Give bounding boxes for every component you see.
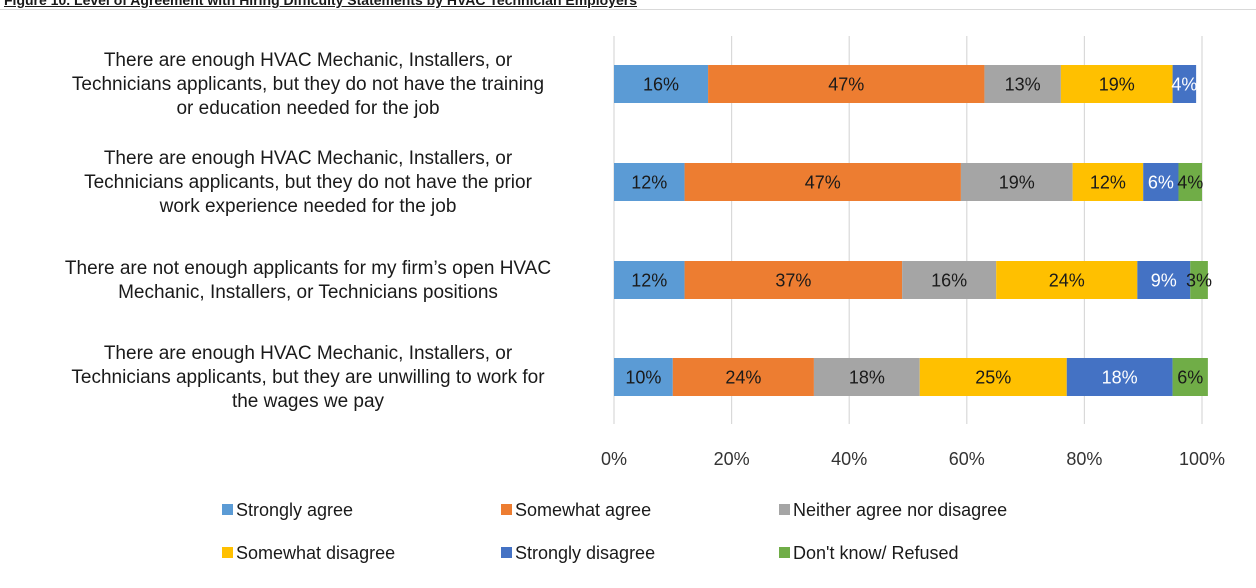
legend-label: Somewhat agree bbox=[515, 500, 651, 520]
x-tick-label: 40% bbox=[831, 449, 867, 469]
data-label: 37% bbox=[775, 271, 811, 291]
bar-segment bbox=[614, 358, 673, 396]
x-tick-label: 100% bbox=[1179, 449, 1225, 469]
legend-item: Neither agree nor disagree bbox=[779, 500, 1007, 520]
bar-segment bbox=[1190, 261, 1208, 299]
bar-segment bbox=[1137, 261, 1191, 299]
legend-label: Strongly disagree bbox=[515, 543, 655, 563]
legend-swatch bbox=[222, 504, 233, 515]
x-axis-tick-labels: 0% 20% 40% 60% 80% 100% bbox=[601, 449, 1225, 469]
data-label: 47% bbox=[805, 173, 841, 193]
legend-swatch bbox=[222, 547, 233, 558]
data-label: 6% bbox=[1177, 368, 1203, 388]
data-label: 18% bbox=[849, 368, 885, 388]
data-label: 4% bbox=[1171, 75, 1197, 95]
bar-segment bbox=[1143, 163, 1179, 201]
data-label: 13% bbox=[1005, 75, 1041, 95]
legend-swatch bbox=[779, 504, 790, 515]
data-label: 16% bbox=[931, 271, 967, 291]
x-tick-label: 20% bbox=[714, 449, 750, 469]
data-label: 25% bbox=[975, 368, 1011, 388]
data-label: 9% bbox=[1151, 271, 1177, 291]
figure-title: Figure 10. Level of Agreement with Hirin… bbox=[4, 0, 637, 8]
data-label: 12% bbox=[631, 173, 667, 193]
data-label: 10% bbox=[625, 368, 661, 388]
legend-swatch bbox=[501, 504, 512, 515]
data-label: 47% bbox=[828, 75, 864, 95]
data-label: 12% bbox=[1090, 173, 1126, 193]
legend: Strongly agree Somewhat agree Neither agre… bbox=[222, 500, 1007, 563]
bar-segment bbox=[996, 261, 1138, 299]
legend-swatch bbox=[779, 547, 790, 558]
bar-segment bbox=[960, 163, 1073, 201]
category-labels: There are enough HVAC Mechanic, Installe… bbox=[65, 50, 551, 412]
data-label: 3% bbox=[1186, 271, 1212, 291]
bar-segment bbox=[813, 358, 920, 396]
legend-item: Strongly disagree bbox=[501, 543, 655, 563]
data-label: 6% bbox=[1148, 173, 1174, 193]
x-tick-label: 0% bbox=[601, 449, 627, 469]
bar-segment bbox=[919, 358, 1067, 396]
bar-segment bbox=[708, 65, 985, 103]
legend-item: Don't know/ Refused bbox=[779, 543, 959, 563]
legend-label: Neither agree nor disagree bbox=[793, 500, 1007, 520]
data-label: 24% bbox=[1049, 271, 1085, 291]
x-tick-label: 60% bbox=[949, 449, 985, 469]
legend-swatch bbox=[501, 547, 512, 558]
data-label: 12% bbox=[631, 271, 667, 291]
bar-segment bbox=[684, 261, 903, 299]
data-label: 18% bbox=[1102, 368, 1138, 388]
legend-item: Somewhat disagree bbox=[222, 543, 395, 563]
legend-label: Somewhat disagree bbox=[236, 543, 395, 563]
data-label: 19% bbox=[1099, 75, 1135, 95]
bar-segment bbox=[1172, 358, 1208, 396]
bar-segment bbox=[684, 163, 961, 201]
legend-label: Strongly agree bbox=[236, 500, 353, 520]
bar-segment bbox=[984, 65, 1061, 103]
bar-segment bbox=[1178, 163, 1202, 201]
x-tick-label: 80% bbox=[1066, 449, 1102, 469]
bar-segments bbox=[614, 65, 1208, 396]
bar-segment bbox=[614, 65, 709, 103]
bar-segment bbox=[1060, 65, 1173, 103]
category-label: There are enough HVAC Mechanic, Installe… bbox=[71, 343, 545, 412]
data-label: 16% bbox=[643, 75, 679, 95]
bar-segment bbox=[614, 261, 685, 299]
category-label: There are enough HVAC Mechanic, Installe… bbox=[72, 50, 544, 119]
bar-segment bbox=[672, 358, 814, 396]
category-label: There are not enough applicants for my f… bbox=[65, 258, 551, 303]
bar-segment bbox=[614, 163, 685, 201]
data-label: 19% bbox=[999, 173, 1035, 193]
data-label: 24% bbox=[725, 368, 761, 388]
bar-segment bbox=[1072, 163, 1144, 201]
title-divider bbox=[0, 9, 1256, 10]
bar-segment bbox=[902, 261, 997, 299]
category-label: There are enough HVAC Mechanic, Installe… bbox=[84, 148, 533, 217]
legend-item: Strongly agree bbox=[222, 500, 353, 520]
bar-segment bbox=[1066, 358, 1173, 396]
segment-labels: 16% 47% 13% 19% 4%12% 47% 19% 12% 6% 4%12% 37% 16% 2… bbox=[625, 75, 1212, 388]
bar-segment bbox=[1172, 65, 1197, 103]
legend-item: Somewhat agree bbox=[501, 500, 651, 520]
legend-label: Don't know/ Refused bbox=[793, 543, 959, 563]
data-label: 4% bbox=[1177, 173, 1203, 193]
